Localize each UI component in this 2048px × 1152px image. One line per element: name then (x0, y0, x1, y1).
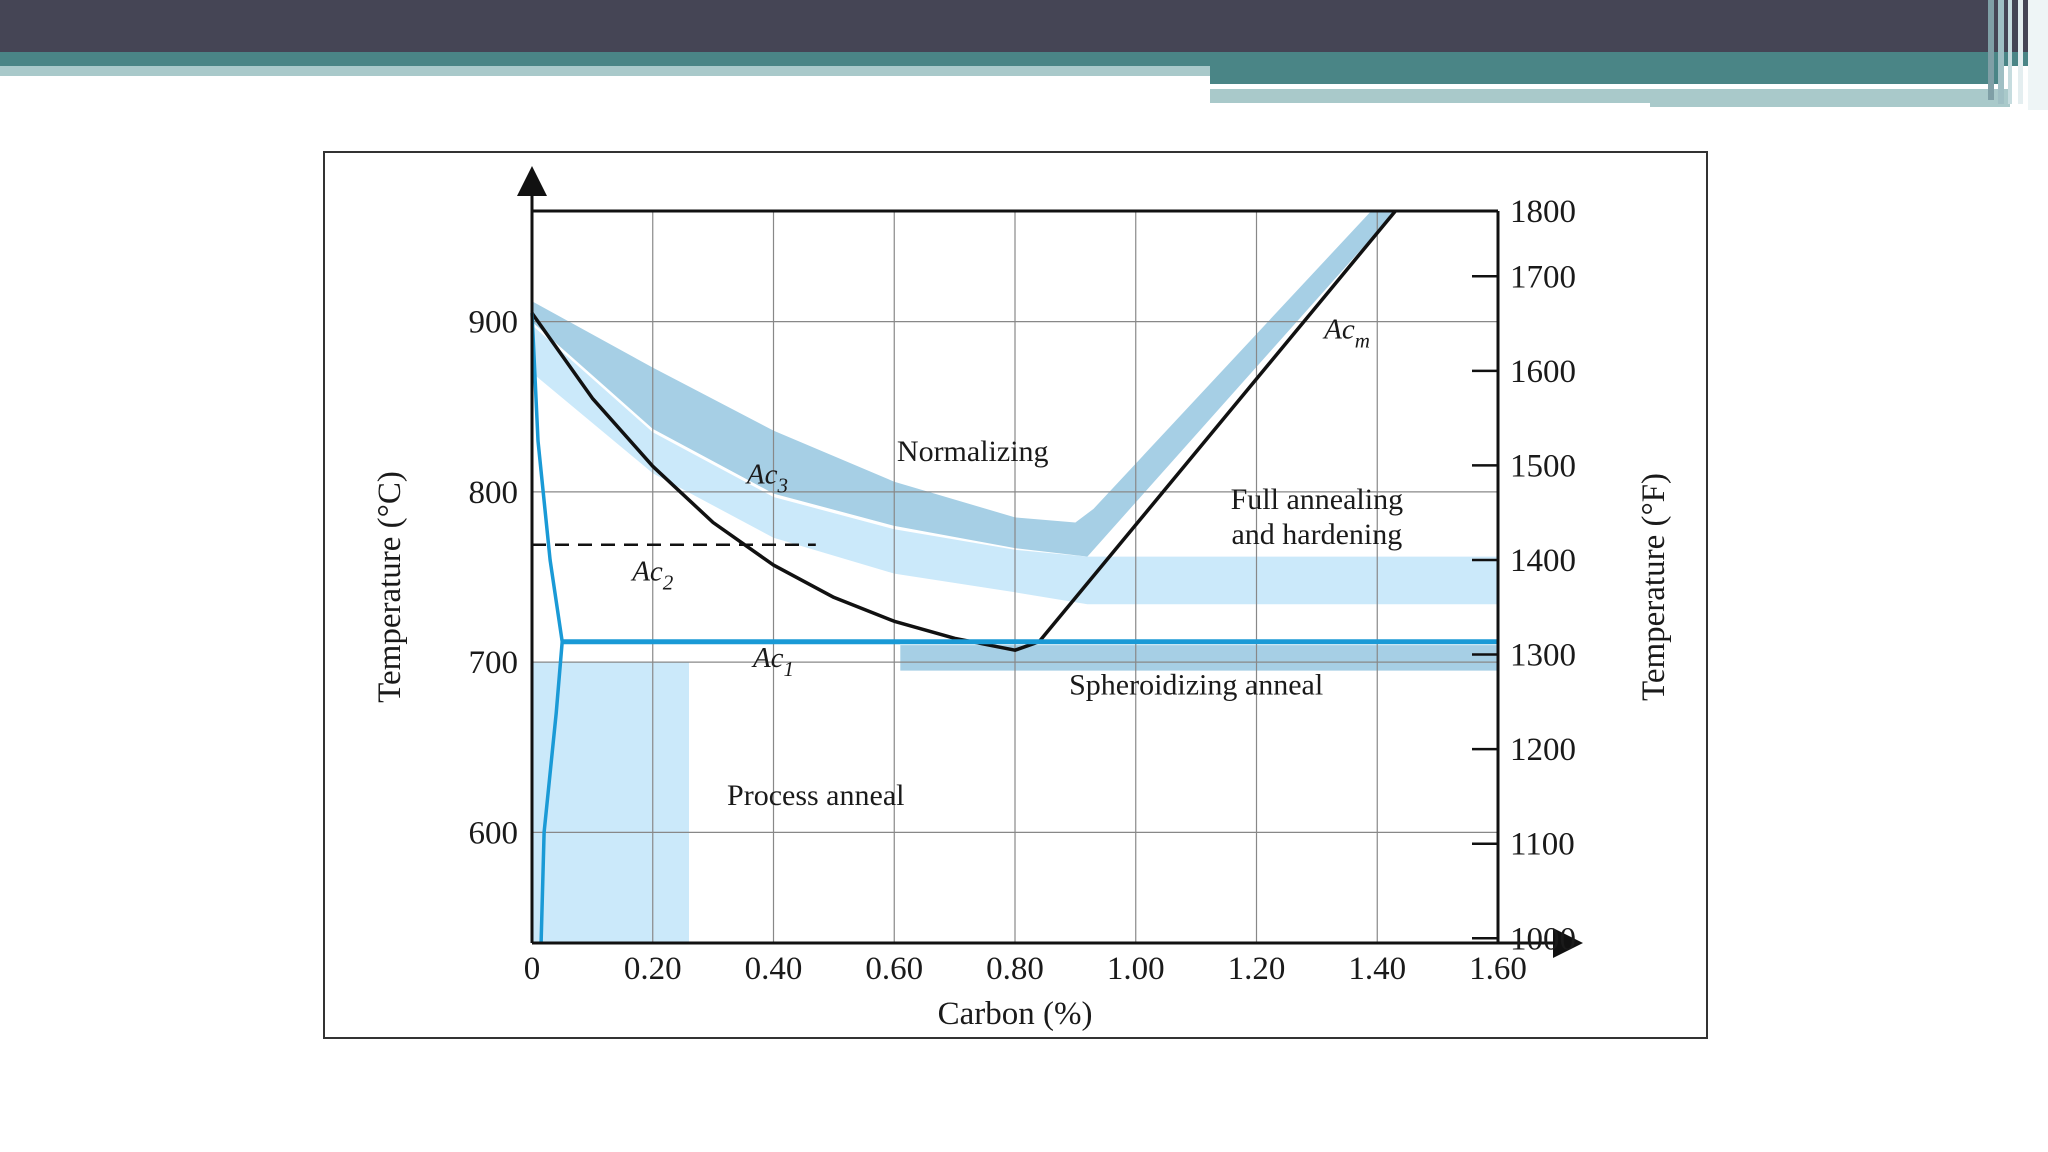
region-label-process-anneal: Process anneal (727, 779, 904, 812)
y-right-tick-label: 1000 (1510, 921, 1576, 957)
x-axis-label: Carbon (%) (938, 996, 1093, 1032)
region-label-full-annealing-and-hardening-line1: Full annealing (1231, 483, 1403, 516)
line-alpha-boundary (530, 313, 564, 944)
header-right-light-1 (1210, 84, 1950, 89)
x-tick-label: 1.20 (1228, 951, 1286, 987)
y-right-tick-label: 1200 (1510, 732, 1576, 768)
header-right-light-2 (1210, 89, 2010, 103)
region-label-full-annealing-and-hardening-line2: and hardening (1231, 518, 1402, 551)
x-tick-label: 0.40 (745, 951, 803, 987)
region-process-anneal (532, 662, 689, 943)
line-acm (1037, 209, 1397, 643)
y-right-tick-label: 1100 (1510, 827, 1575, 863)
x-tick-label: 0 (524, 951, 541, 987)
slide-header-decoration (0, 0, 2048, 110)
y-tick-label: 800 (469, 475, 519, 511)
region-spheroidizing-anneal (900, 645, 1498, 671)
y-right-tick-label: 1800 (1510, 194, 1576, 230)
header-teal-band (0, 52, 2048, 66)
header-right-light-3 (1650, 103, 2010, 107)
x-tick-label: 1.40 (1348, 951, 1406, 987)
x-tick-label: 0.80 (986, 951, 1044, 987)
region-label-normalizing: Normalizing (897, 435, 1049, 468)
y-right-tick-label: 1500 (1510, 448, 1576, 484)
x-tick-label: 0.60 (865, 951, 923, 987)
y-right-tick-label: 1600 (1510, 354, 1576, 390)
region-normalizing (532, 211, 1396, 557)
y-tick-label: 900 (469, 305, 519, 341)
header-right-block (1210, 66, 2000, 84)
chart-frame: Ac3 Acm Ac1 Ac2 Normalizing Full annealing an… (323, 151, 1708, 1039)
header-dark-band (0, 0, 2048, 52)
y-axis-label-left: Temperature (°C) (372, 471, 408, 703)
tick-labels: 0 0.20 0.40 0.60 0.80 1.00 1.20 1.40 1.60 600 700 8… (469, 194, 1577, 987)
y-right-tick-label: 1400 (1510, 543, 1576, 579)
label-acm: Acm (1322, 314, 1370, 353)
y-axis-label-right: Temperature (°F) (1636, 473, 1672, 701)
header-edge-stripes (1988, 0, 2048, 110)
label-ac2: Ac2 (630, 555, 674, 594)
header-light-band (0, 66, 1210, 76)
x-tick-label: 1.00 (1107, 951, 1165, 987)
grid (532, 211, 1498, 943)
y-tick-label: 600 (469, 815, 519, 851)
region-label-spheroidizing-anneal: Spheroidizing anneal (1069, 668, 1323, 701)
y-right-tick-label: 1300 (1510, 638, 1576, 674)
x-tick-label: 0.20 (624, 951, 682, 987)
line-ac3 (530, 312, 1040, 652)
y-right-tick-label: 1700 (1510, 259, 1576, 295)
x-tick-label: 1.60 (1469, 951, 1527, 987)
label-ac1: Ac1 (751, 642, 794, 681)
axes (517, 166, 1583, 958)
y-tick-label: 700 (469, 645, 519, 681)
